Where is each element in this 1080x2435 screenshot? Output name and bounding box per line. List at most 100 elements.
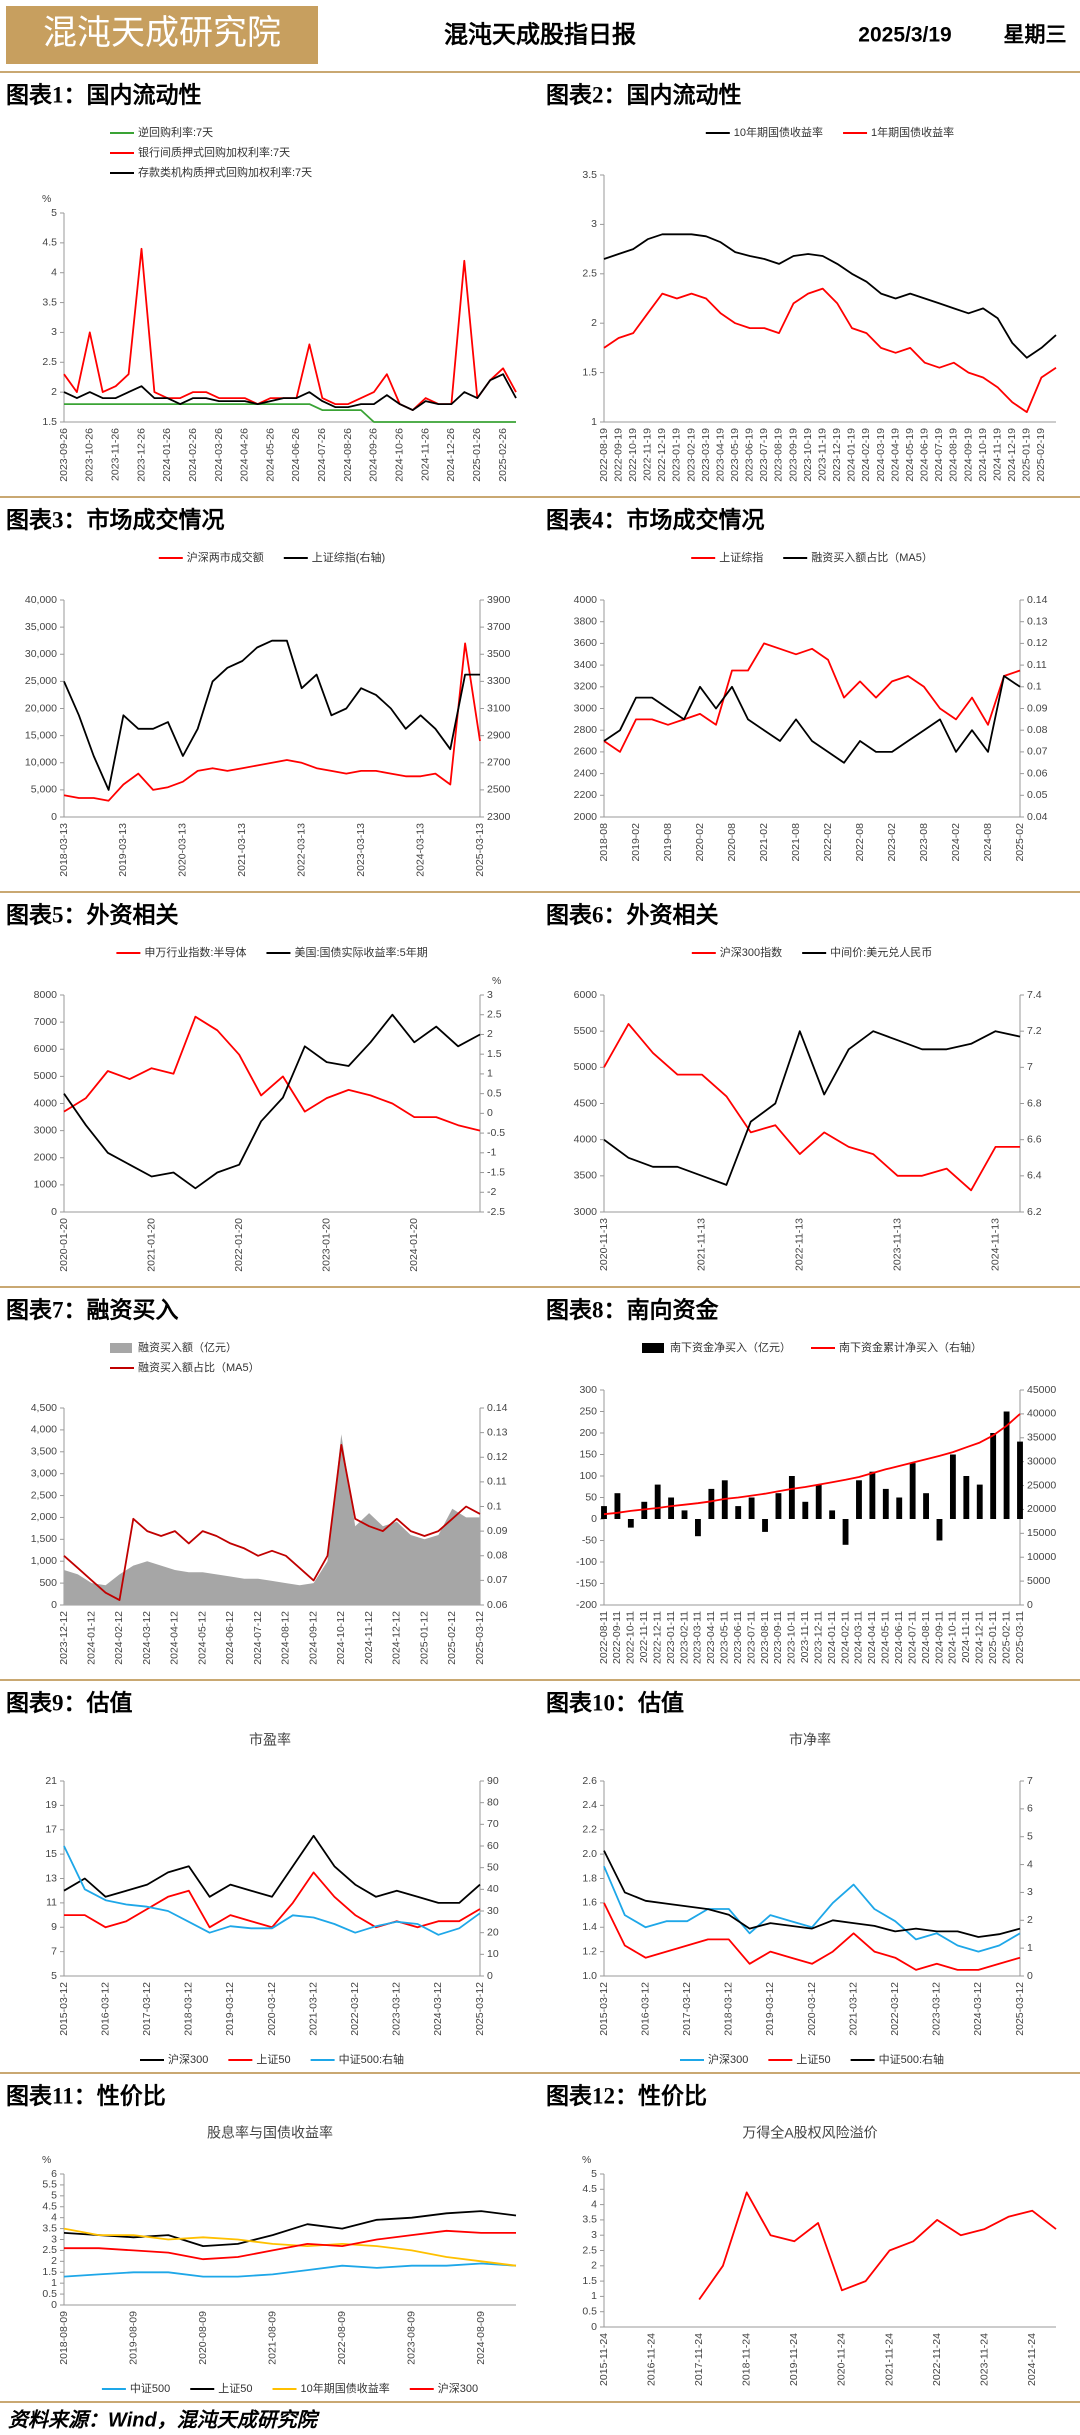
x-tick-label: 2021-08 [790, 823, 802, 862]
y2-tick-label: 3100 [487, 702, 511, 714]
legend: 10年期国债收益率 1年期国债收益率 [705, 125, 954, 139]
y2-tick-label: 2300 [487, 811, 511, 823]
legend-label: 沪深300 [708, 2052, 748, 2066]
x-tick-label: 2024-10-26 [394, 428, 406, 482]
line [603, 675, 1021, 764]
y-tick-label: 5000 [34, 1070, 58, 1082]
y2-tick-label: 1 [487, 1068, 493, 1080]
y2-tick-label: 30000 [1027, 1455, 1056, 1467]
x-tick-label: 2023-10-19 [802, 428, 814, 482]
y2-tick-label: 0.1 [1027, 681, 1042, 693]
line [603, 233, 1057, 359]
y2-tick-label: 0.05 [1027, 789, 1048, 801]
y2-tick-label: 0.14 [487, 1402, 508, 1414]
logo-box [6, 6, 318, 64]
y-tick-label: 3000 [574, 702, 598, 714]
legend: 申万行业指数:半导体 美国:国债实际收益率:5年期 [116, 945, 428, 959]
y-tick-label: 2.5 [42, 356, 57, 368]
panel-heading: 图表4：市场成交情况 [546, 506, 765, 532]
panel-heading: 图表8：南向资金 [546, 1296, 720, 1322]
y-tick-label: 5 [51, 207, 57, 219]
panel-heading: 图表5：外资相关 [6, 901, 179, 927]
x-tick-label: 2022-10-19 [627, 428, 639, 482]
y-tick-label: 2 [51, 386, 57, 398]
x-tick-label: 2024-11-24 [1026, 2333, 1038, 2386]
y-tick-label: 2.5 [582, 2244, 597, 2256]
x-tick-label: 2022-12-19 [656, 428, 668, 482]
y-tick-label: 0.5 [582, 2305, 597, 2317]
x-tick-label: 2023-02-19 [685, 428, 697, 482]
x-tick-label: 2023-01-20 [321, 1218, 333, 1272]
x-tick-label: 2022-02 [822, 823, 834, 862]
line [64, 1871, 481, 1929]
y-tick-label: 4,000 [31, 1424, 57, 1436]
x-tick-label: 2020-03-12 [266, 1982, 278, 2036]
y-tick-label: 15 [45, 1848, 57, 1860]
y-tick-label: 0 [51, 2299, 57, 2311]
x-tick-label: 2024-01-26 [161, 428, 173, 482]
x-tick-label: 2024-11-26 [419, 428, 431, 481]
y-tick-label: 2800 [574, 724, 598, 736]
y2-tick-label: 7.2 [1027, 1025, 1042, 1037]
y-tick-label: 5000 [574, 1061, 598, 1073]
y-tick-label: 9 [51, 1921, 57, 1933]
y-tick-label: 1.4 [582, 1921, 597, 1933]
bar [601, 1506, 607, 1519]
line [698, 2191, 1057, 2301]
y-tick-label: 4.5 [582, 2183, 597, 2195]
legend: 南下资金净买入（亿元） 南下资金累计净买入（右轴） [642, 1340, 982, 1354]
line [603, 287, 1057, 413]
y2-tick-label: 0 [487, 1107, 493, 1119]
legend-label: 中证500:右轴 [339, 2052, 404, 2066]
line [63, 1845, 481, 1936]
x-tick-label: 2025-02-19 [1035, 428, 1047, 482]
y-tick-label: 1.5 [582, 2275, 597, 2287]
y-tick-label: 250 [579, 1405, 597, 1417]
bar [869, 1471, 876, 1519]
y-tick-label: 1.8 [582, 1872, 597, 1884]
y-tick-label: 13 [45, 1872, 57, 1884]
legend-label: 中证500 [130, 2382, 170, 2395]
y2-tick-label: 6.8 [1027, 1097, 1042, 1109]
y2-tick-label: -2.5 [487, 1206, 505, 1218]
x-tick-label: 2025-02 [1014, 823, 1026, 862]
legend-label: 10年期国债收益率 [301, 2381, 390, 2395]
bar [976, 1484, 983, 1519]
x-tick-label: 2023-09-26 [58, 428, 70, 482]
x-tick-label: 2022-09-11 [611, 1611, 623, 1664]
x-tick-label: 2020-08 [726, 823, 738, 862]
y-tick-label: 200 [579, 1427, 597, 1439]
legend-label: 1年期国债收益率 [871, 125, 954, 139]
y2-tick-label: 0.06 [487, 1599, 508, 1611]
y2-tick-label: 0.07 [487, 1574, 508, 1586]
x-tick-label: 2022-09-19 [612, 428, 624, 482]
x-tick-label: 2024-09-11 [933, 1611, 945, 1664]
x-tick-label: 2024-08 [982, 823, 994, 862]
x-tick-label: 2020-11-13 [598, 1218, 610, 1271]
line [63, 247, 517, 411]
x-tick-label: 2018-03-12 [723, 1982, 735, 2036]
x-tick-label: 2023-11-19 [816, 428, 828, 481]
y-tick-label: 2.6 [582, 1775, 597, 1787]
legend: 沪深300 上证50 中证500:右轴 [680, 2052, 944, 2066]
x-tick-label: 2023-03-19 [700, 428, 712, 482]
y-tick-label: 2.5 [42, 2244, 57, 2256]
legend-label: 银行间质押式回购加权利率:7天 [138, 145, 290, 159]
y-tick-label: 30,000 [25, 648, 57, 660]
x-tick-label: 2024-10-12 [335, 1611, 347, 1665]
y-unit: % [582, 2154, 591, 2166]
x-tick-label: 2020-02 [694, 823, 706, 862]
y-tick-label: 5 [51, 2190, 57, 2202]
bar [802, 1501, 809, 1519]
x-tick-label: 2025-02-11 [1000, 1611, 1012, 1664]
x-tick-label: 2025-01-19 [1021, 428, 1033, 482]
y-tick-label: 2600 [574, 746, 598, 758]
y2-tick-label: 0.06 [1027, 767, 1048, 779]
x-tick-label: 2017-11-24 [693, 2333, 705, 2386]
bar [1017, 1441, 1023, 1519]
x-tick-label: 2022-11-24 [931, 2333, 943, 2386]
panel-heading: 图表12：性价比 [546, 2083, 707, 2108]
bar [775, 1493, 782, 1519]
x-tick-label: 2015-03-12 [598, 1982, 610, 2036]
y2-tick-label: 7 [1027, 1061, 1033, 1073]
